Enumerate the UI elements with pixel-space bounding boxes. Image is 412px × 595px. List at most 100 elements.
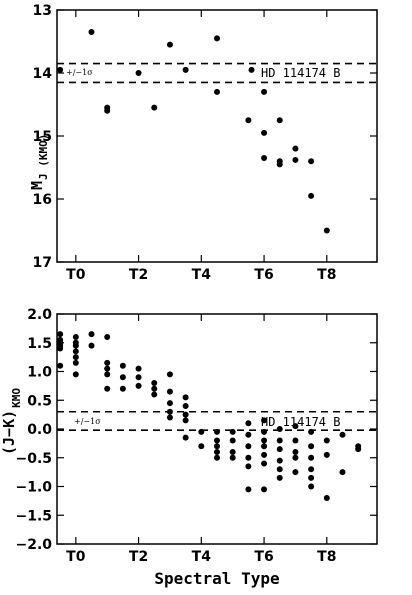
top-data-point xyxy=(135,70,142,76)
top-panel: T0 T2 T4 T6 T8 13 14 15 16 17 HD 114174 B +/−1σ M… xyxy=(28,3,378,283)
bottom-data-point xyxy=(261,437,268,444)
bottom-data-point xyxy=(151,391,158,398)
bottom-data-point xyxy=(323,451,330,458)
bottom-data-point xyxy=(182,394,189,401)
bottom-data-point xyxy=(182,417,189,424)
bottom-data-point xyxy=(308,483,315,490)
bottom-y-axis-label-sub: KMO xyxy=(10,388,23,408)
bottom-data-point xyxy=(151,385,158,392)
bottom-data-point xyxy=(261,417,268,424)
bottom-y-tick-label: −0.5 xyxy=(15,451,52,467)
top-y-tick-label: 13 xyxy=(33,3,52,19)
x-axis-label: Spectral Type xyxy=(154,569,279,588)
bottom-data-point xyxy=(214,437,220,444)
bottom-data-point xyxy=(292,454,299,461)
top-y-axis-label: MJ (KMO) xyxy=(28,134,50,190)
bottom-data-point xyxy=(57,331,64,338)
bottom-data-point xyxy=(214,454,220,461)
top-data-point xyxy=(214,35,220,42)
top-object-lines xyxy=(57,62,377,84)
bottom-data-point xyxy=(151,380,158,386)
bottom-y-tick-label: −2.0 xyxy=(15,537,52,553)
bottom-x-tick-label: T0 xyxy=(66,549,86,565)
bottom-y-tick-label: 2.0 xyxy=(27,307,52,323)
bottom-data-point xyxy=(245,463,252,470)
bottom-x-tick-label: T4 xyxy=(192,549,212,565)
top-x-tick-label: T4 xyxy=(192,267,212,283)
bottom-data-point xyxy=(261,428,268,435)
bottom-data-point xyxy=(88,331,95,338)
bottom-panel: T0 T2 T4 T6 T8 2.0 1.5 1.0 0.5 0.0 −0.5 −1.0 −1.5 −2.… xyxy=(0,307,378,588)
bottom-data-point xyxy=(198,443,205,450)
bottom-data-point xyxy=(229,454,236,461)
bottom-y-tick-label: 0.5 xyxy=(27,393,52,409)
bottom-data-point xyxy=(245,431,252,438)
top-y-tick-label: 15 xyxy=(33,129,52,145)
bottom-data-point xyxy=(276,466,283,473)
bottom-data-point xyxy=(229,437,236,444)
bottom-x-tick-label: T6 xyxy=(254,549,273,565)
bottom-x-tick-label: T2 xyxy=(129,549,148,565)
bottom-data-point xyxy=(166,414,173,421)
bottom-data-point xyxy=(292,469,299,476)
bottom-data-point xyxy=(276,426,283,432)
bottom-data-point xyxy=(198,428,205,435)
bottom-y-tick-label: 1.0 xyxy=(27,365,52,381)
bottom-data-point xyxy=(72,371,79,378)
bottom-data-point xyxy=(276,437,283,444)
bottom-data-point xyxy=(292,437,299,444)
bottom-data-point xyxy=(57,345,64,352)
bottom-data-point xyxy=(135,382,142,389)
bottom-data-point xyxy=(355,446,362,453)
top-data-point xyxy=(182,66,189,73)
bottom-x-tick-label: T8 xyxy=(317,549,336,565)
bottom-y-tick-label: −1.5 xyxy=(15,508,52,524)
bottom-data-point xyxy=(72,342,79,349)
bottom-data-point xyxy=(166,408,173,415)
bottom-data-point xyxy=(308,454,315,461)
bottom-data-point xyxy=(104,334,111,340)
bottom-data-point xyxy=(323,495,330,501)
top-sigma-label: +/−1σ xyxy=(66,68,93,77)
bottom-data-point xyxy=(245,454,252,461)
bottom-data-point xyxy=(72,334,79,340)
top-data-point xyxy=(292,145,299,152)
bottom-data-point xyxy=(182,403,189,409)
top-y-tick-label: 14 xyxy=(33,66,53,82)
bottom-y-tick-label: 0.0 xyxy=(27,422,52,438)
bottom-data-point xyxy=(276,446,283,453)
bottom-data-point xyxy=(214,428,220,435)
bottom-data-point xyxy=(119,362,126,369)
bottom-y-tick-label: −1.0 xyxy=(15,480,52,496)
bottom-object-label: HD 114174 B xyxy=(261,415,340,429)
bottom-data-point xyxy=(166,371,173,378)
bottom-data-point xyxy=(308,443,315,450)
top-data-point xyxy=(276,161,283,168)
bottom-data-point xyxy=(57,362,64,369)
top-y-axis-label-sub: J (KMO) xyxy=(37,134,50,180)
bottom-data-point xyxy=(135,365,142,372)
bottom-data-point xyxy=(245,420,252,427)
bottom-data-point xyxy=(214,443,220,450)
bottom-axis-ticks: T0 T2 T4 T6 T8 2.0 1.5 1.0 0.5 0.0 −0.5 −1.0 −1.5 −2.… xyxy=(15,307,377,565)
top-data-point xyxy=(308,158,315,165)
top-plot-frame xyxy=(56,9,378,263)
bottom-data-point xyxy=(261,486,268,493)
bottom-data-point xyxy=(166,400,173,407)
bottom-data-point xyxy=(308,428,315,435)
top-data-points xyxy=(57,29,330,234)
bottom-data-point xyxy=(292,423,299,430)
bottom-data-point xyxy=(182,411,189,418)
bottom-data-point xyxy=(135,374,142,381)
bottom-data-point xyxy=(245,486,252,493)
bottom-data-point xyxy=(214,449,220,455)
bottom-data-point xyxy=(72,348,79,355)
bottom-data-point xyxy=(292,449,299,455)
bottom-data-point xyxy=(276,457,283,464)
top-object-label: HD 114174 B xyxy=(261,66,340,80)
top-data-point xyxy=(261,88,268,95)
bottom-y-axis-label-main: (J−K) xyxy=(0,410,18,455)
bottom-data-point xyxy=(261,443,268,450)
top-x-tick-label: T2 xyxy=(129,267,148,283)
